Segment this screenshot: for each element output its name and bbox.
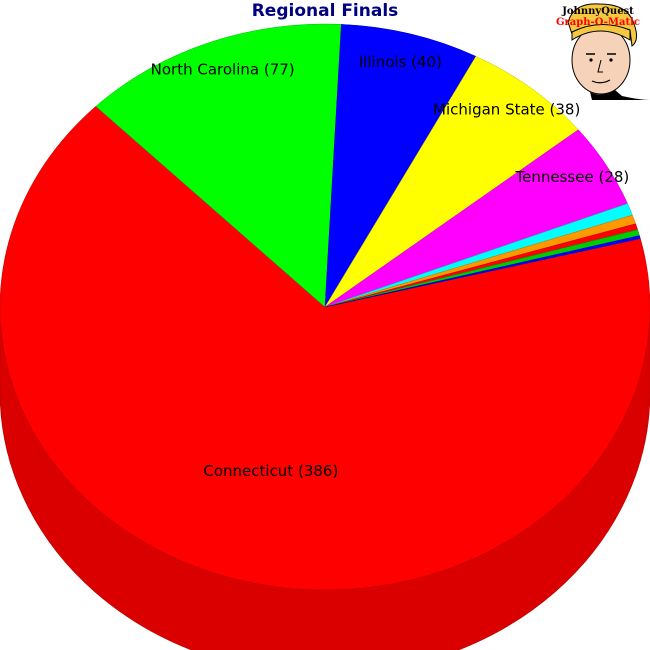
slice-0 <box>0 105 650 591</box>
slice-label-4: Tennessee (28) <box>515 168 630 186</box>
slice-label-3: Michigan State (38) <box>433 101 580 119</box>
slice-3 <box>324 56 579 308</box>
slice-label-1: North Carolina (77) <box>151 60 295 78</box>
johnny-quest-face-icon <box>567 3 650 100</box>
slice-labels: Connecticut (386) North Carolina (77) Illi… <box>151 53 630 480</box>
pie-slices <box>0 23 650 591</box>
logo-line-2: Graph-O-Matic <box>556 17 640 28</box>
slice-2 <box>324 24 477 308</box>
chart-title: Regional Finals <box>252 1 399 21</box>
slice-label-2: Illinois (40) <box>359 53 442 71</box>
slice-9 <box>324 235 641 308</box>
logo-line-1: JohnnyQuest <box>561 6 634 17</box>
graph-o-matic-logo: JohnnyQuest Graph-O-Matic <box>556 3 650 100</box>
slice-label-0: Connecticut (386) <box>203 462 338 480</box>
slice-1 <box>95 23 342 308</box>
